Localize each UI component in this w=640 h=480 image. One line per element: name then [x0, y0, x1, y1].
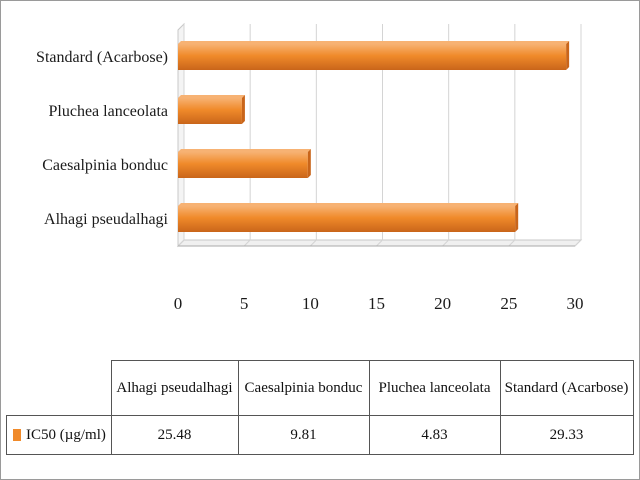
gridline	[508, 24, 516, 247]
gridline	[442, 24, 450, 247]
category-labels: Alhagi pseudalhagi Caesalpinia bonduc Pluc…	[36, 49, 169, 228]
series-label: IC50 (µg/ml)	[26, 426, 106, 443]
bar-chart: Alhagi pseudalhagi Caesalpinia bonduc Pluc…	[36, 22, 584, 313]
table-header-cell: Pluchea lanceolata	[368, 360, 501, 416]
category-label: Pluchea lanceolata	[49, 103, 169, 120]
x-tick-label: 10	[302, 294, 319, 313]
table-row: IC50 (µg/ml) 25.48 9.81 4.83 29.33	[6, 415, 634, 455]
x-tick-labels: 0 5 10 15 20 25 30	[174, 294, 584, 313]
gridline	[243, 24, 251, 247]
legend-swatch	[13, 429, 21, 442]
bar-end-face	[241, 95, 245, 124]
x-tick-label: 25	[500, 294, 517, 313]
bar	[178, 44, 567, 70]
table-corner	[7, 361, 112, 416]
category-label: Caesalpinia bonduc	[42, 157, 168, 174]
bar-top-face	[178, 41, 570, 44]
gridline	[376, 24, 383, 247]
x-tick-label: 20	[434, 294, 451, 313]
x-tick-label: 15	[368, 294, 385, 313]
x-tick-label: 5	[240, 294, 249, 313]
bar-end-face	[307, 149, 311, 178]
table-value-cell: 9.81	[237, 415, 370, 455]
table-header-cell: Caesalpinia bonduc	[237, 360, 370, 416]
category-label: Alhagi pseudalhagi	[44, 211, 169, 228]
bar	[178, 206, 516, 232]
bar-top-face	[178, 203, 519, 206]
x-tick-label: 30	[567, 294, 584, 313]
bar-end-face	[515, 203, 519, 232]
data-table: Alhagi pseudalhagi Caesalpinia bonduc Pl…	[6, 360, 634, 455]
gridlines	[176, 22, 583, 248]
bar-top-face	[178, 149, 311, 152]
bar	[178, 152, 308, 178]
gridline	[574, 24, 582, 247]
table-header-row: Alhagi pseudalhagi Caesalpinia bonduc Pl…	[7, 360, 634, 416]
table-header-cell: Standard (Acarbose)	[499, 360, 634, 416]
bar-top-face	[178, 95, 245, 98]
table-value-cell: 4.83	[368, 415, 501, 455]
gridline	[309, 24, 317, 247]
table-header-cell: Alhagi pseudalhagi	[110, 360, 239, 416]
x-tick-label: 0	[174, 294, 183, 313]
table-value-cell: 29.33	[499, 415, 634, 455]
bars	[178, 41, 570, 232]
bar	[178, 98, 242, 124]
table-value-cell: 25.48	[110, 415, 239, 455]
category-label: Standard (Acarbose)	[36, 49, 168, 66]
bar-end-face	[566, 41, 570, 70]
series-legend-cell: IC50 (µg/ml)	[6, 415, 112, 455]
